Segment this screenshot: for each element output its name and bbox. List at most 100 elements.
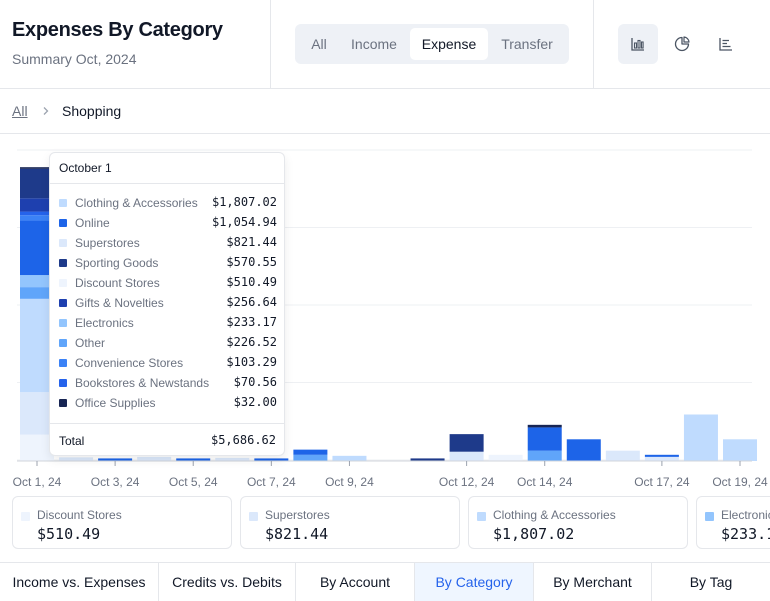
tooltip-value: $510.49 — [226, 275, 277, 289]
breadcrumb: All Shopping — [0, 89, 770, 134]
tab-credits-vs-debits[interactable]: Credits vs. Debits — [159, 563, 296, 601]
tooltip-label: Office Supplies — [75, 396, 156, 410]
page-title: Expenses By Category — [12, 19, 223, 41]
tab-by-account[interactable]: By Account — [296, 563, 415, 601]
legend-card[interactable]: Discount Stores $510.49 — [12, 496, 232, 549]
bar-segment — [20, 168, 54, 199]
tooltip-label: Convenience Stores — [75, 356, 184, 370]
tooltip-total: Total $5,686.62 — [50, 423, 284, 456]
type-filter: All Income Expense Transfer — [295, 24, 569, 64]
legend-swatch — [705, 512, 714, 521]
tab-by-tag[interactable]: By Tag — [689, 574, 733, 590]
bar-segment — [527, 424, 562, 428]
tooltip-row: Clothing & Accessories $1,807.02 — [59, 193, 277, 213]
tooltip-value: $233.17 — [226, 315, 277, 329]
legend-label: Clothing & Accessories — [493, 508, 616, 522]
tooltip-label: Online — [75, 216, 110, 230]
chart-x-axis: Oct 1, 24 Oct 3, 24 Oct 5, 24 Oct 7, 24 Oct … — [13, 460, 768, 489]
tooltip-swatch — [59, 219, 67, 227]
legend-swatch — [249, 512, 258, 521]
tooltip-value: $1,807.02 — [211, 195, 277, 209]
filter-all-button[interactable]: All — [311, 36, 327, 52]
tooltip-label: Sporting Goods — [75, 256, 159, 270]
tooltip-value: $256.64 — [226, 295, 277, 309]
title-block: Expenses By Category Summary Oct, 2024 — [12, 19, 223, 67]
bar-segment — [410, 458, 445, 461]
header: Expenses By Category Summary Oct, 2024 A… — [0, 0, 770, 89]
tab-by-category[interactable]: By Category — [415, 563, 534, 601]
tooltip-value: $570.55 — [226, 255, 277, 269]
tooltip-swatch — [59, 239, 67, 247]
filter-income-button[interactable]: Income — [351, 36, 397, 52]
filter-expense-button[interactable]: Expense — [410, 28, 488, 60]
tooltip-swatch — [59, 279, 67, 287]
tooltip-swatch — [59, 359, 67, 367]
pie-chart-icon — [674, 36, 690, 52]
bar-segment — [527, 427, 562, 451]
tooltip-row: Sporting Goods $570.55 — [59, 253, 277, 273]
bar-segment — [20, 298, 54, 393]
filter-transfer-button[interactable]: Transfer — [501, 36, 553, 52]
tooltip-value: $103.29 — [226, 355, 277, 369]
tooltip-row: Superstores $821.44 — [59, 233, 277, 253]
page-subtitle: Summary Oct, 2024 — [12, 51, 137, 67]
bar-segment — [449, 451, 484, 461]
legend-value: $1,807.02 — [493, 525, 575, 543]
tooltip-label: Bookstores & Newstands — [75, 376, 210, 390]
breadcrumb-root-link[interactable]: All — [12, 103, 28, 119]
legend-card[interactable]: Superstores $821.44 — [240, 496, 460, 549]
bar-segment — [449, 434, 484, 452]
bar-segment — [644, 454, 679, 457]
chart-bars — [20, 167, 757, 461]
tooltip-total-value: $5,686.62 — [210, 433, 276, 447]
tooltip-label: Gifts & Novelties — [75, 296, 164, 310]
x-tick-label: Oct 14, 24 — [517, 475, 573, 489]
legend-value: $510.49 — [37, 525, 101, 543]
bar-segment — [293, 449, 328, 455]
tooltip-row: Gifts & Novelties $256.64 — [59, 293, 277, 313]
tooltip-row: Online $1,054.94 — [59, 213, 277, 233]
legend-label: Superstores — [265, 508, 330, 522]
stacked-bar-chart: Oct 1, 24 Oct 3, 24 Oct 5, 24 Oct 7, 24 Oct … — [13, 149, 768, 489]
tooltip-value: $70.56 — [233, 375, 277, 389]
bar-segment — [488, 454, 523, 461]
list-chart-icon — [719, 38, 732, 51]
tooltip-label: Discount Stores — [75, 276, 160, 290]
bar-segment — [20, 198, 54, 212]
legend-cards: Discount Stores $510.49 Superstores $821.44… — [0, 494, 770, 552]
tooltip-label: Superstores — [75, 236, 140, 250]
bar-segment — [20, 220, 54, 276]
legend-swatch — [477, 512, 486, 521]
bar-segment — [605, 450, 640, 461]
header-divider — [270, 0, 271, 88]
tab-by-merchant[interactable]: By Merchant — [534, 563, 652, 601]
tooltip-label: Clothing & Accessories — [75, 196, 198, 210]
tooltip-value: $1,054.94 — [211, 215, 277, 229]
tooltip-value: $821.44 — [226, 235, 277, 249]
bar-segment — [20, 392, 54, 435]
tooltip-value: $32.00 — [233, 395, 277, 409]
list-chart-view-button[interactable] — [706, 24, 746, 64]
bar-segment — [254, 458, 289, 461]
tooltip-swatch — [59, 379, 67, 387]
chevron-right-icon — [43, 107, 49, 115]
tooltip-row: Convenience Stores $103.29 — [59, 353, 277, 373]
tooltip-swatch — [59, 299, 67, 307]
legend-card[interactable]: Electronics $233.17 — [696, 496, 770, 549]
pie-chart-view-button[interactable] — [662, 24, 702, 64]
bar-segment — [98, 458, 133, 461]
legend-label: Discount Stores — [37, 508, 122, 522]
x-tick-label: Oct 17, 24 — [634, 475, 690, 489]
bar-segment — [215, 457, 250, 461]
tooltip-row: Office Supplies $32.00 — [59, 393, 277, 413]
legend-card[interactable]: Clothing & Accessories $1,807.02 — [468, 496, 688, 549]
tooltip-swatch — [59, 199, 67, 207]
legend-swatch — [21, 512, 30, 521]
tab-income-vs-expenses[interactable]: Income vs. Expenses — [0, 563, 159, 601]
tooltip-row: Other $226.52 — [59, 333, 277, 353]
bar-segment — [176, 458, 211, 461]
x-tick-label: Oct 3, 24 — [91, 475, 140, 489]
bar-chart-view-button[interactable] — [618, 24, 658, 64]
header-divider — [593, 0, 594, 88]
bar-segment — [59, 457, 94, 461]
